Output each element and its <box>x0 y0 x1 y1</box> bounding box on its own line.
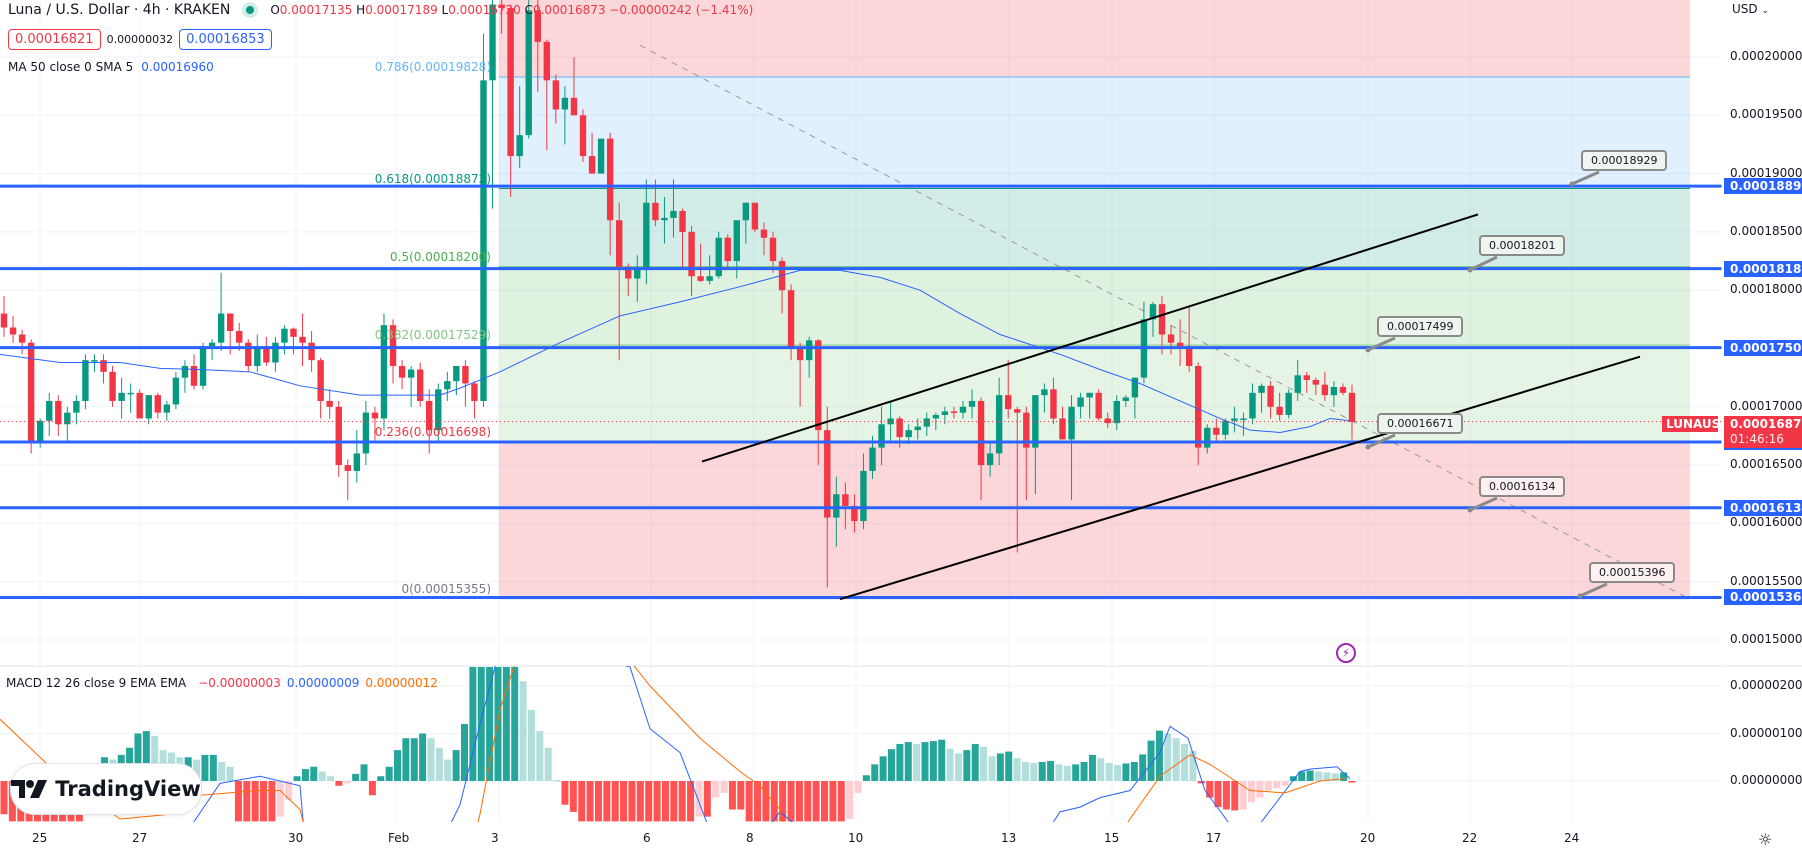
ohlc-values: O0.00017135 H0.00017189 L0.00016720 C0.0… <box>270 3 754 17</box>
price-callout[interactable]: 0.00018201 <box>1479 235 1566 256</box>
time-tick-label: 20 <box>1360 831 1376 845</box>
time-tick-label: 10 <box>848 831 864 845</box>
price-callout[interactable]: 0.00015396 <box>1589 562 1676 583</box>
chevron-down-icon: ⌄ <box>1761 6 1770 16</box>
price-tick-label: 0.00018500 <box>1730 223 1802 238</box>
time-tick-label: 3 <box>491 831 499 845</box>
price-tick-label: 0.00019000 <box>1730 165 1802 180</box>
open-value: 0.00017135 <box>279 3 353 17</box>
spread-value: 0.00000032 <box>106 33 174 46</box>
time-tick-label: 22 <box>1462 831 1478 845</box>
level-price-tag: 0.00018185 <box>1724 260 1802 277</box>
price-callout[interactable]: 0.00017499 <box>1377 316 1464 337</box>
macd-tick-label: 0.00000000 <box>1730 773 1802 787</box>
price-tick-label: 0.00018000 <box>1730 282 1802 297</box>
tradingview-logo-text: TradingView <box>55 777 201 801</box>
ma-legend-value: 0.00016960 <box>141 60 214 74</box>
time-tick-label: 30 <box>288 831 304 845</box>
symbol-title[interactable]: Luna / U.S. Dollar · 4h · KRAKEN <box>8 2 231 18</box>
time-tick-label: 6 <box>643 831 651 845</box>
close-value: 0.00016873 <box>532 3 606 17</box>
fib-level-label: 0.382(0.00017529) <box>374 328 491 343</box>
time-tick-label: 25 <box>32 831 48 845</box>
macd-tick-label: 0.00000100 <box>1730 725 1802 740</box>
tradingview-logo-icon <box>11 780 48 798</box>
tradingview-logo[interactable]: TradingView <box>10 763 202 815</box>
change-value: −0.00000242 (−1.41%) <box>609 3 754 17</box>
price-tick-label: 0.00016500 <box>1730 457 1802 472</box>
level-price-tag: 0.00017508 <box>1724 339 1802 356</box>
time-tick-label: 8 <box>746 831 754 845</box>
fib-level-label: 0.618(0.00018872) <box>374 171 491 186</box>
price-tick-label: 0.00019500 <box>1730 107 1802 122</box>
price-tick-label: 0.00016000 <box>1730 515 1802 530</box>
price-callout[interactable]: 0.00018929 <box>1581 150 1668 171</box>
buy-button[interactable]: 0.00016853 <box>179 29 272 50</box>
signal-value: 0.00000012 <box>365 676 438 690</box>
symbol-price-badge: LUNAUSD <box>1662 416 1730 432</box>
price-callout[interactable]: 0.00016671 <box>1377 413 1464 434</box>
settings-gear-icon[interactable]: ☼ <box>1758 830 1773 849</box>
level-price-tag: 0.00015365 <box>1724 589 1802 606</box>
lightning-event-icon[interactable]: ⚡ <box>1336 643 1356 663</box>
time-tick-label: 13 <box>1001 831 1017 845</box>
macd-hist-value: −0.00000003 <box>198 676 281 690</box>
currency-selector[interactable]: USD ⌄ <box>1732 2 1770 16</box>
ma-legend[interactable]: MA 50 close 0 SMA 5 0.00016960 <box>8 60 214 74</box>
price-tick-label: 0.00020000 <box>1730 49 1802 63</box>
price-callout[interactable]: 0.00016134 <box>1479 476 1566 497</box>
bid-ask-row: 0.00016821 0.00000032 0.00016853 <box>8 29 272 50</box>
macd-legend-label: MACD 12 26 close 9 EMA EMA <box>6 676 187 690</box>
fib-level-label: 0.5(0.00018200) <box>390 249 491 264</box>
macd-legend[interactable]: MACD 12 26 close 9 EMA EMA −0.00000003 0… <box>6 676 438 690</box>
level-price-tag: 0.00016134 <box>1724 499 1802 516</box>
time-tick-label: 17 <box>1206 831 1222 845</box>
high-value: 0.00017189 <box>365 3 438 17</box>
level-price-tag: 0.00018893 <box>1724 178 1802 195</box>
price-tick-label: 0.00015000 <box>1730 632 1802 646</box>
time-tick-label: 15 <box>1104 831 1120 845</box>
time-tick-label: 27 <box>132 831 148 845</box>
symbol-legend: Luna / U.S. Dollar · 4h · KRAKEN O0.0001… <box>8 2 753 18</box>
last-price-tag: 0.00016873 01:46:16 <box>1724 416 1802 448</box>
ma-legend-label: MA 50 close 0 SMA 5 <box>8 60 134 74</box>
market-open-icon <box>246 6 255 14</box>
time-tick-label: 24 <box>1564 831 1580 845</box>
macd-tick-label: 0.00000200 <box>1730 678 1802 692</box>
fib-level-label: 0(0.00015355) <box>401 581 491 596</box>
low-value: 0.00016720 <box>448 3 521 17</box>
macd-value: 0.00000009 <box>286 676 360 690</box>
price-tick-label: 0.00015500 <box>1730 573 1802 588</box>
price-tick-label: 0.00017000 <box>1730 398 1802 413</box>
sell-button[interactable]: 0.00016821 <box>8 29 101 50</box>
fib-level-label: 0.786(0.00019828) <box>374 60 491 75</box>
bar-countdown: 01:46:16 <box>1730 432 1784 446</box>
time-tick-label: Feb <box>388 831 410 845</box>
fib-level-label: 0.236(0.00016698) <box>374 425 491 439</box>
